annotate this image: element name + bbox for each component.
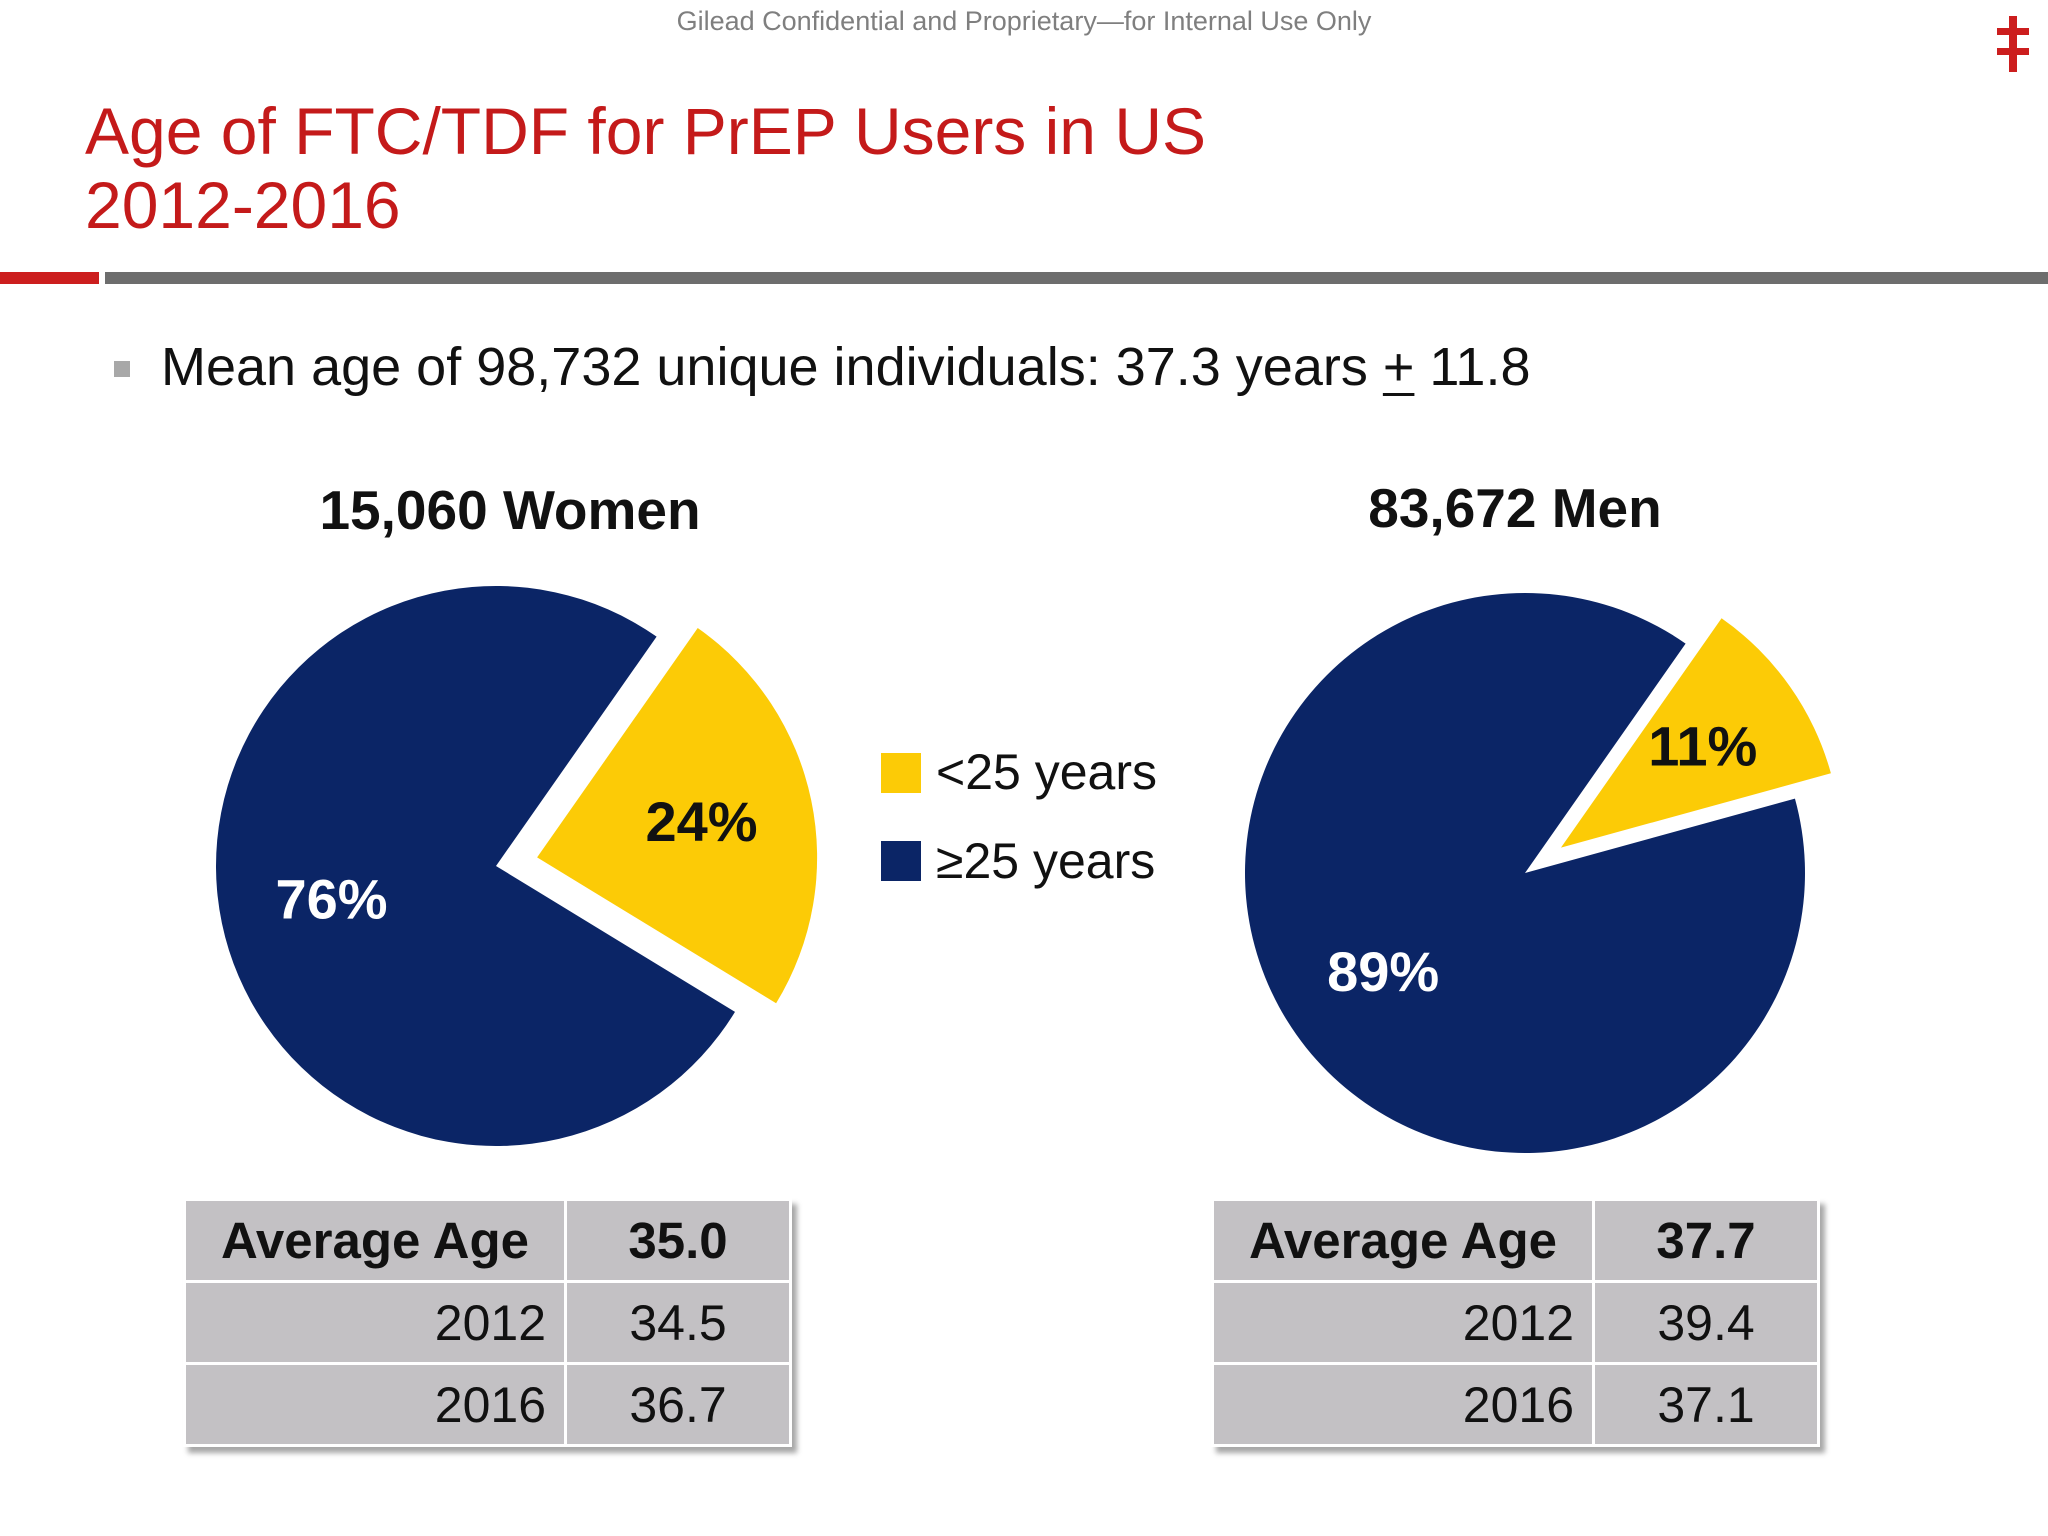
- table-header-value: 35.0: [564, 1198, 792, 1283]
- confidentiality-notice: Gilead Confidential and Proprietary—for …: [676, 6, 1372, 36]
- slide-title: Age of FTC/TDF for PrEP Users in US 2012…: [85, 94, 1206, 242]
- table-cell-value: 37.1: [1592, 1362, 1820, 1447]
- table-cell-year: 2012: [1211, 1280, 1595, 1365]
- men-average-age-table: Average Age 37.7 2012 39.4 2016 37.1: [1211, 1198, 1820, 1447]
- pie-slice-label: 24%: [646, 790, 758, 853]
- table-row: 2012 39.4: [1211, 1280, 1820, 1365]
- table-cell-value: 36.7: [564, 1362, 792, 1447]
- table-row: 2012 34.5: [183, 1280, 792, 1365]
- bullet-text-prefix: Mean age of 98,732 unique individuals: 3…: [161, 337, 1383, 397]
- pie-slice: [537, 628, 818, 1004]
- pie-slice-label: 76%: [276, 867, 388, 930]
- table-cell-year: 2016: [183, 1362, 567, 1447]
- bullet-text-suffix: 11.8: [1414, 337, 1531, 397]
- table-cell-value: 39.4: [1592, 1280, 1820, 1365]
- table-cell-year: 2012: [183, 1280, 567, 1365]
- men-chart-title: 83,672 Men: [1368, 477, 1662, 539]
- bullet-text: Mean age of 98,732 unique individuals: 3…: [161, 336, 1531, 398]
- table-header-row: Average Age 37.7: [1211, 1198, 1820, 1283]
- legend-swatch-over25: [881, 841, 921, 881]
- bullet-marker: [114, 361, 130, 377]
- women-pie: 24% 76%: [215, 586, 818, 1147]
- women-average-age-table: Average Age 35.0 2012 34.5 2016 36.7: [183, 1198, 792, 1447]
- title-rule-accent: [0, 272, 99, 284]
- table-header-label: Average Age: [183, 1198, 567, 1283]
- legend-swatch-under25: [881, 753, 921, 793]
- table-header-label: Average Age: [1211, 1198, 1595, 1283]
- pie-slice-label: 11%: [1648, 715, 1757, 778]
- pie-slice: [1560, 618, 1831, 848]
- legend-label-under25: <25 years: [936, 744, 1157, 800]
- women-chart-title: 15,060 Women: [319, 479, 701, 541]
- table-header-row: Average Age 35.0: [183, 1198, 792, 1283]
- pie-slice: [215, 586, 735, 1147]
- table-row: 2016 37.1: [1211, 1362, 1820, 1447]
- slide-title-line2: 2012-2016: [85, 168, 401, 242]
- plus-minus-sign: +: [1382, 337, 1415, 397]
- pie-slice-label: 89%: [1327, 940, 1439, 1003]
- table-header-value: 37.7: [1592, 1198, 1820, 1283]
- table-cell-value: 34.5: [564, 1280, 792, 1365]
- double-dagger-icon: [1997, 16, 2029, 72]
- pie-slice: [1244, 592, 1805, 1153]
- title-rule: [105, 272, 2048, 284]
- table-cell-year: 2016: [1211, 1362, 1595, 1447]
- men-pie: 11% 89%: [1244, 592, 1831, 1153]
- table-row: 2016 36.7: [183, 1362, 792, 1447]
- slide-title-line1: Age of FTC/TDF for PrEP Users in US: [85, 94, 1207, 168]
- legend-label-over25: ≥25 years: [936, 833, 1156, 889]
